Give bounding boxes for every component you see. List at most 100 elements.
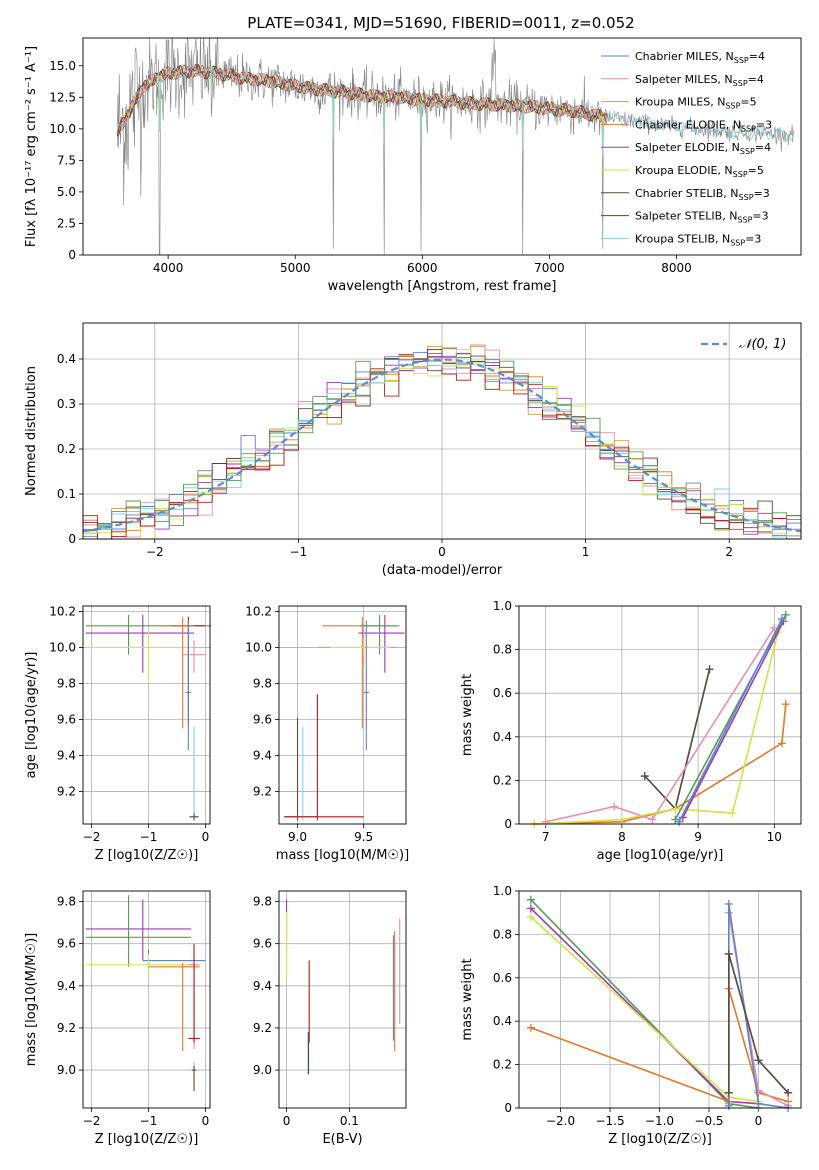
weight-marker: [526, 913, 535, 922]
legend-entry-value: =5: [740, 96, 756, 109]
y-tick-label: 10.2: [245, 604, 272, 618]
weight-line-5: [682, 620, 785, 818]
weight-line-7: [727, 953, 789, 1094]
legend-entry: Chabrier STELIB, NSSP=3: [635, 187, 770, 202]
y-tick-label: 7.5: [57, 153, 76, 167]
x-tick-label: −2.0: [546, 1114, 575, 1128]
x-tick-label: 0: [438, 545, 446, 559]
x-tick-label: 5000: [280, 261, 311, 275]
legend-entry-value: =3: [754, 187, 770, 200]
weight-marker: [781, 610, 790, 619]
legend-entry-value: =4: [755, 141, 771, 154]
y-tick-label: 0.8: [493, 927, 512, 941]
weight-marker: [754, 1056, 763, 1065]
weight-vs-age-xlabel: age [log10(age/yr)]: [597, 848, 724, 863]
model-line-6: [117, 63, 608, 137]
y-tick-label: 10.0: [49, 640, 76, 654]
age-vs-Z-frame: [82, 605, 211, 825]
legend-entry-subscript: SSP: [737, 216, 752, 225]
x-tick-label: −0.5: [694, 1114, 723, 1128]
y-tick-label: 9.8: [57, 895, 76, 909]
legend-entry: Salpeter MILES, NSSP=4: [635, 73, 764, 88]
spectrum-ylabel: Flux [fλ 10⁻¹⁷ erg cm⁻² s⁻¹ A⁻¹]: [24, 46, 39, 247]
x-tick-label: −1: [290, 545, 308, 559]
y-tick-label: 9.6: [253, 937, 272, 951]
y-tick-label: 0: [68, 248, 76, 262]
mass-vs-Z-ylabel: mass [log10(M/M☉)]: [24, 933, 39, 1066]
x-tick-label: 8000: [661, 261, 692, 275]
legend-entry-text: Chabrier MILES, N: [635, 50, 734, 63]
legend-entry-text: Chabrier STELIB, N: [635, 187, 739, 200]
legend-entry-value: =5: [748, 164, 764, 177]
y-tick-label: 9.4: [253, 749, 272, 763]
weight-marker: [648, 815, 657, 824]
x-tick-label: 9: [694, 830, 702, 844]
spectrum-frame: [82, 37, 802, 256]
weight-line-2: [534, 704, 787, 825]
x-tick-label: 7: [542, 830, 550, 844]
figure-title: PLATE=0341, MJD=51690, FIBERID=0011, z=0…: [247, 14, 634, 32]
legend-entry-subscript: SSP: [733, 79, 748, 88]
residuals-ylabel: Normed distribution: [24, 366, 39, 496]
weight-marker: [526, 904, 535, 913]
y-tick-label: 0.6: [493, 971, 512, 985]
weight-marker: [724, 1088, 733, 1097]
y-tick-label: 9.8: [253, 676, 272, 690]
legend-entry: Salpeter ELODIE, NSSP=4: [635, 141, 771, 156]
y-tick-label: 9.6: [57, 937, 76, 951]
weight-marker: [777, 739, 786, 748]
legend-entry-value: =4: [748, 73, 764, 86]
y-tick-label: 0.6: [493, 686, 512, 700]
x-tick-label: 0: [755, 1114, 763, 1128]
weight-line-2: [530, 916, 759, 1103]
weight-marker: [541, 817, 550, 826]
x-tick-label: −1: [140, 1114, 158, 1128]
legend-entry: Chabrier MILES, NSSP=4: [635, 50, 765, 65]
y-tick-label: 5.0: [57, 185, 76, 199]
mass-vs-ebv-frame: [278, 890, 407, 1109]
y-tick-label: 9.4: [57, 979, 76, 993]
weight-vs-age-series: [530, 610, 790, 828]
weight-line-3: [545, 627, 775, 823]
x-tick-label: 0: [283, 1114, 291, 1128]
weight-line-1: [530, 907, 759, 1105]
legend-entry-value: =3: [745, 232, 761, 245]
y-tick-label: 9.4: [253, 979, 272, 993]
x-tick-label: −1.0: [645, 1114, 674, 1128]
x-tick-label: 6000: [407, 261, 438, 275]
x-tick-label: 7000: [534, 261, 565, 275]
y-tick-label: 9.6: [253, 713, 272, 727]
weight-line-7: [678, 618, 783, 823]
x-tick-label: −2: [146, 545, 164, 559]
weight-marker: [640, 772, 649, 781]
y-tick-label: 9.2: [57, 785, 76, 799]
y-tick-label: 0.1: [57, 487, 76, 501]
age-vs-mass-axes: 9.0 9.5 9.2 9.4 9.6 9.8 10.0 10.2: [245, 604, 406, 844]
y-tick-label: 12.5: [49, 90, 76, 104]
legend-entry-value: =3: [756, 118, 772, 131]
legend-entry-text: Salpeter STELIB, N: [635, 210, 737, 223]
spectrum-lines: [116, 38, 794, 255]
weight-marker: [781, 700, 790, 709]
mass-vs-ebv-points: [285, 899, 401, 1075]
legend-entry-subscript: SSP: [740, 147, 755, 156]
age-vs-Z-ylabel: age [log10(age/yr)]: [24, 652, 39, 779]
x-tick-label: 4000: [153, 261, 184, 275]
y-tick-label: 0: [504, 817, 512, 831]
legend-entry-subscript: SSP: [734, 56, 749, 65]
x-tick-label: 9.0: [288, 830, 307, 844]
weight-marker: [675, 817, 684, 826]
y-tick-label: 9.6: [57, 713, 76, 727]
x-tick-label: 0: [202, 1114, 210, 1128]
y-tick-label: 15.0: [49, 59, 76, 73]
x-tick-label: 0.1: [340, 1114, 359, 1128]
y-tick-label: 0: [504, 1101, 512, 1115]
legend-entry: Kroupa ELODIE, NSSP=5: [635, 164, 764, 179]
spectrum-xlabel: wavelength [Angstrom, rest frame]: [328, 279, 557, 294]
weight-vs-age-ylabel: mass weight: [460, 674, 475, 756]
y-tick-label: 9.0: [253, 1063, 272, 1077]
mass-vs-ebv-xlabel: E(B-V): [322, 1132, 362, 1147]
legend-entry: Chabrier ELODIE, NSSP=3: [635, 118, 772, 133]
y-tick-label: 0.8: [493, 643, 512, 657]
